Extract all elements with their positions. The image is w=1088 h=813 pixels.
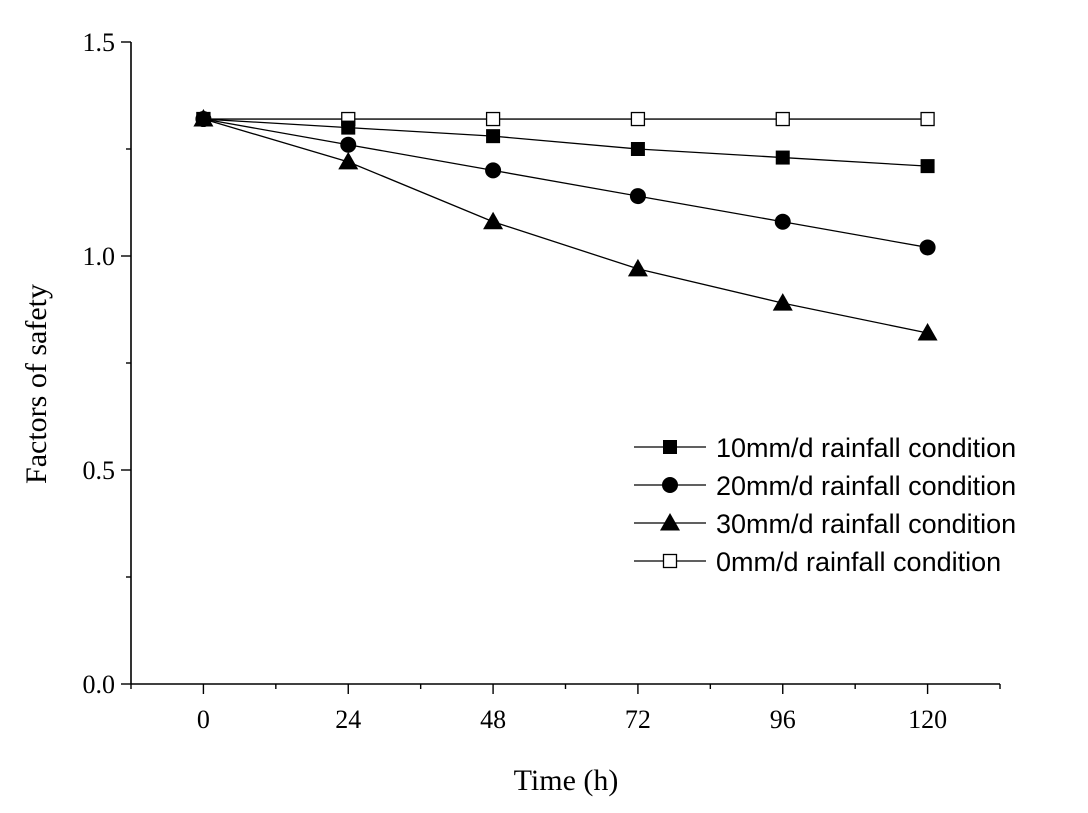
y-axis-title: Factors of safety — [20, 284, 53, 484]
data-point — [627, 258, 648, 277]
x-tick-label: 120 — [908, 705, 947, 734]
legend-marker — [660, 513, 680, 531]
legend-marker — [662, 477, 678, 493]
y-tick-label: 0.0 — [83, 670, 116, 699]
legend-item: 20mm/d rainfall condition — [634, 471, 1016, 501]
data-point — [483, 211, 504, 230]
data-point — [486, 129, 501, 144]
legend-label: 30mm/d rainfall condition — [716, 509, 1016, 539]
data-point — [340, 136, 357, 153]
legend-item: 10mm/d rainfall condition — [634, 433, 1016, 463]
series-square-open — [196, 111, 935, 127]
x-tick-label: 24 — [335, 705, 361, 734]
data-point — [485, 111, 501, 127]
y-tick-label: 1.5 — [83, 28, 116, 57]
x-tick-label: 96 — [770, 705, 796, 734]
legend-item: 30mm/d rainfall condition — [634, 509, 1016, 539]
data-point — [774, 213, 791, 230]
data-point — [919, 239, 936, 256]
data-point — [917, 323, 938, 341]
data-point — [341, 120, 356, 135]
data-point — [630, 111, 646, 127]
data-point — [775, 111, 790, 127]
series-square-filled — [196, 112, 935, 174]
axes: 0.0 0.5 1.0 1.5 0 24 48 72 96 120 — [83, 28, 1001, 734]
series-triangle-filled — [193, 109, 938, 341]
data-point — [338, 151, 359, 170]
data-point — [920, 111, 935, 127]
legend-label: 10mm/d rainfall condition — [716, 433, 1016, 463]
x-tick-label: 48 — [480, 705, 506, 734]
series-line — [203, 118, 928, 249]
legend-marker — [662, 553, 678, 569]
y-tick-label: 1.0 — [83, 242, 116, 271]
data-point — [630, 142, 645, 156]
series-layer — [193, 109, 938, 341]
data-point — [772, 293, 793, 311]
data-point — [775, 150, 790, 165]
series-line — [203, 118, 928, 167]
legend-label: 0mm/d rainfall condition — [716, 547, 1001, 577]
x-tick-label: 0 — [197, 705, 210, 734]
legend: 10mm/d rainfall condition 20mm/d rainfall… — [634, 433, 1016, 577]
y-tick-label: 0.5 — [83, 456, 116, 485]
data-point — [485, 162, 502, 179]
legend-item: 0mm/d rainfall condition — [634, 547, 1001, 577]
series-line — [203, 118, 928, 334]
x-tick-label: 72 — [625, 705, 651, 734]
data-point — [920, 159, 935, 174]
x-axis-title: Time (h) — [514, 764, 619, 797]
data-point — [193, 109, 214, 127]
legend-marker — [663, 440, 677, 454]
legend-label: 20mm/d rainfall condition — [716, 471, 1016, 501]
data-point — [629, 188, 646, 205]
series-circle-filled — [195, 111, 936, 256]
